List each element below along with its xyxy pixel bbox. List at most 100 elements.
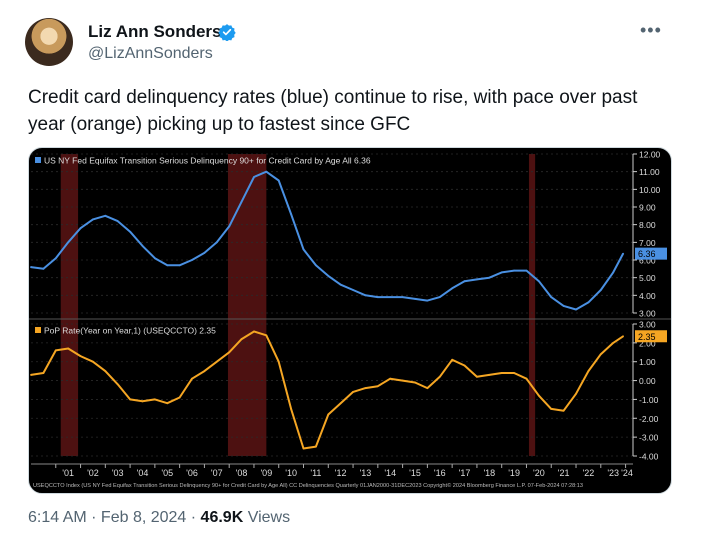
chart-image[interactable]: 12.00 11.00 10.00 9.00 8.00 7.00 6.00 5.00 4.00 3… bbox=[28, 147, 672, 494]
data-point-0-38 bbox=[500, 271, 503, 274]
data-point-1-11 bbox=[166, 402, 169, 405]
x-tick-label-0: '01 bbox=[62, 468, 74, 478]
y-tick-label-0-1: 11.00 bbox=[639, 167, 660, 177]
data-point-0-31 bbox=[414, 297, 416, 300]
x-tick-label-14: '15 bbox=[409, 468, 421, 478]
data-point-1-43 bbox=[562, 409, 565, 412]
data-point-1-28 bbox=[376, 385, 379, 388]
verified-badge-icon bbox=[218, 24, 236, 41]
data-point-1-23 bbox=[314, 445, 317, 448]
data-point-1-6 bbox=[104, 370, 107, 373]
data-point-1-27 bbox=[364, 387, 367, 390]
y-tick-label-1-4: -1.00 bbox=[639, 395, 659, 405]
data-point-1-44 bbox=[575, 392, 577, 395]
x-tick-label-16: '17 bbox=[459, 468, 471, 478]
y-tick-label-0-2: 10.00 bbox=[639, 185, 661, 195]
y-tick-label-1-2: 1.00 bbox=[639, 357, 656, 367]
data-point-0-46 bbox=[599, 289, 602, 291]
data-point-0-8 bbox=[129, 230, 131, 233]
data-point-0-26 bbox=[352, 289, 354, 291]
legend-1: PoP Rate(Year on Year,1) (USEQCCTO) 2.35 bbox=[44, 326, 216, 336]
data-point-1-25 bbox=[339, 402, 342, 405]
recession-band-1 bbox=[227, 154, 267, 456]
data-point-1-22 bbox=[302, 447, 305, 450]
data-point-0-27 bbox=[364, 294, 367, 297]
data-point-0-9 bbox=[141, 244, 144, 247]
data-point-1-17 bbox=[240, 338, 243, 340]
avatar[interactable] bbox=[25, 18, 73, 66]
views-label: Views bbox=[243, 509, 291, 526]
y-tick-label-0-6: 6.00 bbox=[639, 256, 656, 266]
data-point-1-13 bbox=[191, 377, 193, 380]
data-point-1-21 bbox=[290, 407, 293, 410]
x-tick-label-3: '04 bbox=[137, 468, 149, 478]
data-point-1-24 bbox=[327, 413, 330, 416]
last-value-label-0: 6.36 bbox=[638, 249, 656, 259]
data-point-0-29 bbox=[389, 296, 392, 298]
data-point-1-14 bbox=[203, 370, 206, 373]
data-point-1-33 bbox=[438, 375, 441, 378]
x-tick-label-2: '03 bbox=[112, 468, 124, 478]
data-point-0-13 bbox=[191, 259, 193, 261]
x-tick-label-12: '13 bbox=[360, 468, 372, 478]
author-name[interactable]: Liz Ann Sonders bbox=[88, 22, 222, 41]
data-point-1-16 bbox=[228, 351, 231, 354]
data-point-0-19 bbox=[265, 170, 268, 173]
data-point-1-39 bbox=[513, 372, 515, 374]
recession-band-0 bbox=[60, 154, 79, 456]
data-point-0-24 bbox=[327, 275, 330, 277]
data-point-0-5 bbox=[92, 218, 94, 221]
x-tick-label-1: '02 bbox=[87, 468, 99, 478]
data-point-0-18 bbox=[253, 176, 255, 178]
x-tick-label-8: '09 bbox=[260, 468, 272, 478]
data-point-0-39 bbox=[513, 269, 515, 272]
data-point-1-0 bbox=[30, 374, 32, 376]
data-point-0-32 bbox=[426, 299, 429, 302]
bloomberg-chart: 12.00 11.00 10.00 9.00 8.00 7.00 6.00 5.00 4.00 3… bbox=[29, 150, 671, 489]
data-point-1-20 bbox=[277, 360, 280, 363]
x-tick-label-23: '24 bbox=[621, 468, 633, 478]
data-point-1-12 bbox=[178, 396, 181, 399]
data-point-1-38 bbox=[500, 372, 503, 374]
data-point-0-28 bbox=[376, 296, 379, 298]
data-point-1-41 bbox=[537, 394, 540, 397]
data-point-0-1 bbox=[42, 267, 45, 270]
x-tick-label-10: '11 bbox=[310, 468, 321, 478]
tweet-time[interactable]: 6:14 AM bbox=[28, 509, 87, 526]
x-tick-label-21: '22 bbox=[583, 468, 595, 478]
tweet-date[interactable]: Feb 8, 2024 bbox=[100, 509, 187, 526]
more-options-icon[interactable]: ••• bbox=[640, 20, 662, 40]
y-tick-label-0-0: 12.00 bbox=[639, 150, 661, 160]
data-point-1-32 bbox=[426, 387, 429, 390]
data-point-0-48 bbox=[622, 252, 624, 255]
tweet-meta: 6:14 AM · Feb 8, 2024 · 46.9K Views bbox=[28, 509, 290, 527]
data-point-0-42 bbox=[550, 296, 553, 298]
y-tick-label-1-6: -3.00 bbox=[639, 433, 659, 443]
last-value-label-1: 2.35 bbox=[638, 332, 656, 342]
data-point-1-7 bbox=[116, 383, 119, 386]
data-point-1-47 bbox=[612, 341, 615, 344]
data-point-1-36 bbox=[476, 375, 478, 378]
x-tick-label-5: '06 bbox=[186, 468, 198, 478]
y-tick-label-0-4: 8.00 bbox=[639, 220, 656, 230]
data-point-0-37 bbox=[488, 276, 491, 279]
data-point-0-20 bbox=[277, 179, 280, 182]
source-line: USEQCCTO Index (US NY Fed Equifax Transi… bbox=[33, 482, 583, 489]
data-point-1-18 bbox=[253, 330, 255, 333]
x-tick-label-11: '12 bbox=[335, 468, 347, 478]
x-tick-label-18: '19 bbox=[508, 468, 520, 478]
y-tick-label-0-9: 3.00 bbox=[639, 309, 656, 319]
data-point-0-33 bbox=[438, 296, 441, 298]
data-point-1-15 bbox=[215, 360, 218, 363]
data-point-0-16 bbox=[228, 225, 231, 228]
data-point-1-4 bbox=[79, 355, 82, 357]
data-point-0-14 bbox=[203, 252, 206, 254]
separator: · bbox=[86, 509, 101, 526]
author-handle[interactable]: @LizAnnSonders bbox=[88, 45, 213, 62]
legend-swatch-1 bbox=[35, 327, 41, 333]
data-point-0-6 bbox=[104, 214, 107, 217]
tweet-text: Credit card delinquency rates (blue) con… bbox=[28, 87, 638, 135]
y-tick-label-0-8: 4.00 bbox=[639, 291, 656, 301]
data-point-0-2 bbox=[54, 257, 57, 260]
y-tick-label-1-7: -4.00 bbox=[639, 452, 659, 462]
